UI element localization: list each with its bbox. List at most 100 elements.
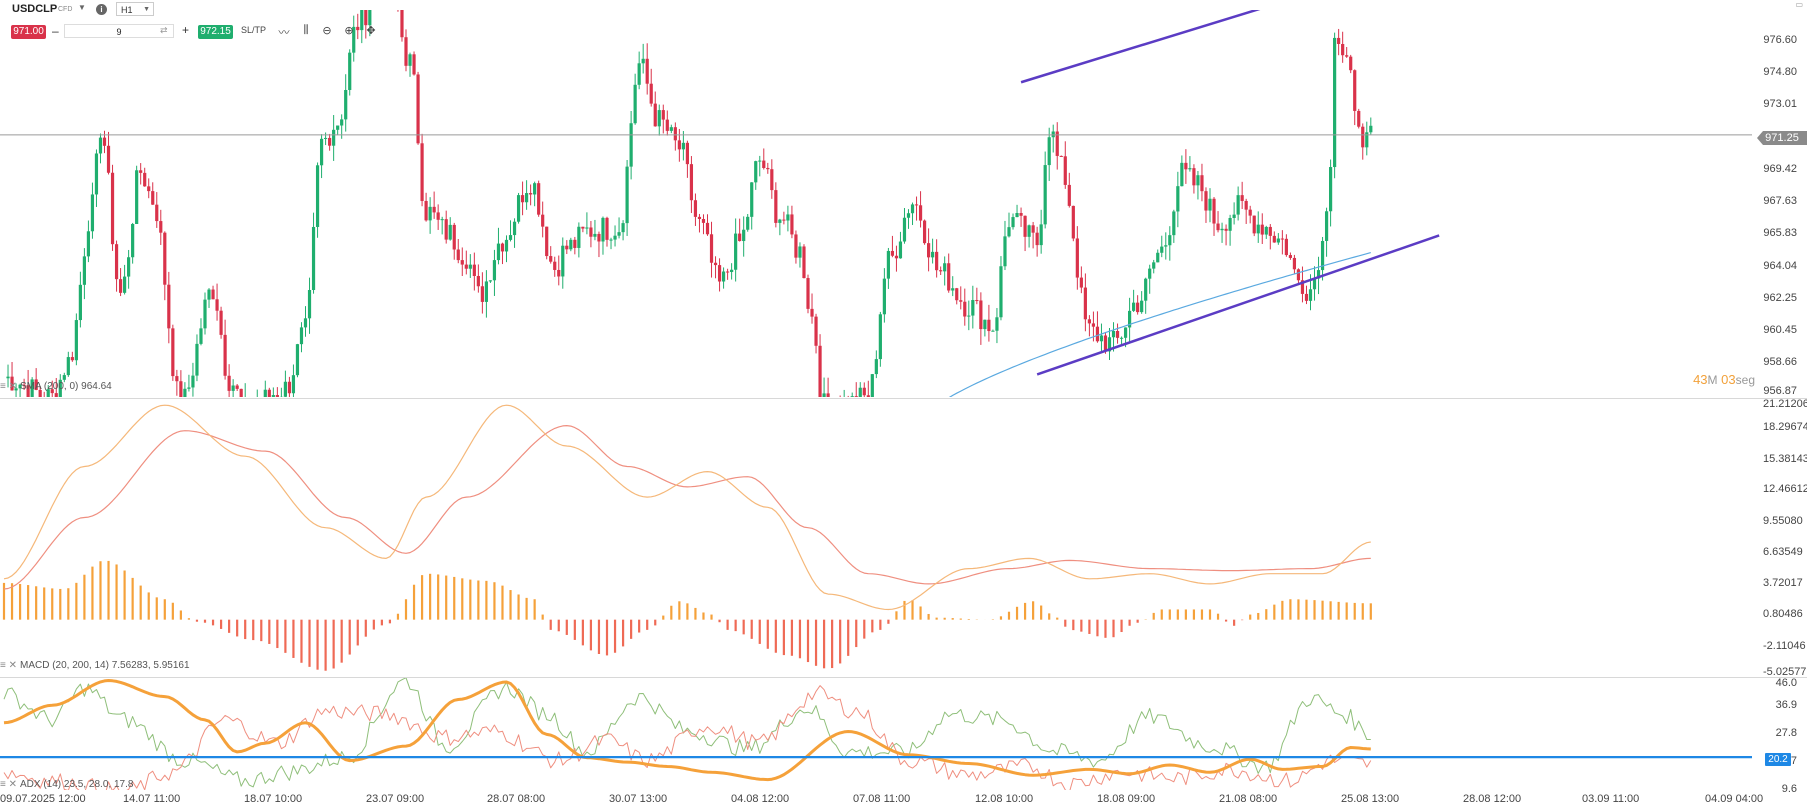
candle	[1264, 226, 1268, 235]
countdown-seconds-unit: seg	[1735, 373, 1755, 387]
candle	[496, 243, 501, 261]
candle	[605, 217, 609, 240]
candle	[135, 170, 139, 225]
pane-maximize-icon[interactable]: ▭	[1795, 0, 1803, 9]
candle	[256, 406, 259, 410]
adx-tick: 36.9	[1775, 699, 1797, 711]
sma-legend[interactable]: ≡ ✕ SMA (200, 0) 964.64	[0, 381, 112, 392]
candle	[248, 397, 251, 414]
zoom-out-icon[interactable]: ⊖	[322, 25, 332, 37]
info-icon[interactable]: i	[96, 4, 107, 15]
candle	[814, 316, 818, 346]
current-price-badge: 971.25	[1757, 131, 1807, 145]
pane-separator-top[interactable]	[0, 398, 1807, 399]
candle	[1345, 55, 1349, 57]
candle	[460, 260, 464, 265]
indicator-menu-icon[interactable]: ≡ ✕	[0, 381, 17, 392]
sell-button[interactable]: 971.00	[11, 25, 46, 39]
candle	[472, 264, 476, 276]
adx-legend[interactable]: ≡ ✕ ADX (14) 23.5, 28.0, 17.8	[0, 779, 133, 790]
candle	[344, 89, 348, 120]
sltp-button[interactable]: SL/TP	[241, 25, 267, 35]
macd-tick: 6.63549	[1763, 546, 1803, 558]
candle	[1276, 238, 1280, 243]
symbol-name[interactable]: USDCLP	[12, 3, 58, 15]
candle	[123, 276, 127, 293]
swap-icon[interactable]: ⇄	[160, 25, 168, 35]
candle	[987, 319, 991, 332]
pane-separator-bottom[interactable]	[0, 677, 1807, 678]
quantity-increase-button[interactable]: +	[182, 23, 190, 37]
candle	[835, 410, 838, 420]
candle	[1172, 211, 1176, 236]
adx-legend-text: ADX (14) 23.5, 28.0, 17.8	[20, 779, 134, 790]
di-minus-line	[3, 685, 1372, 790]
quantity-input[interactable]: 9	[64, 24, 174, 38]
symbol-dropdown-icon[interactable]: ▼	[78, 3, 86, 12]
candle	[553, 261, 557, 270]
price-tick: 964.04	[1763, 260, 1797, 272]
candle	[1148, 268, 1152, 279]
candle	[428, 206, 432, 221]
candle	[291, 375, 296, 394]
candle	[303, 318, 308, 328]
macd-legend[interactable]: ≡ ✕ MACD (20, 200, 14) 7.56283, 5.95161	[0, 660, 190, 671]
candle	[1031, 225, 1035, 233]
candle	[1248, 209, 1252, 216]
candle	[1019, 213, 1023, 216]
indicator-menu-icon[interactable]: ≡ ✕	[0, 779, 17, 790]
candle	[38, 389, 42, 397]
candle	[62, 375, 66, 380]
candle	[360, 10, 364, 31]
candle	[54, 393, 58, 397]
candle	[1136, 302, 1140, 313]
symbol-type: CFD	[58, 6, 73, 13]
candle	[533, 183, 537, 195]
candle	[14, 388, 18, 391]
macd-tick: -5.02577	[1763, 666, 1807, 678]
adx-tick: 27.8	[1775, 727, 1797, 739]
candle	[283, 381, 287, 397]
candle	[1365, 132, 1369, 148]
candle	[701, 219, 706, 223]
countdown-minutes: 43	[1693, 372, 1708, 387]
date-tick: 04.09 04:00	[1705, 793, 1764, 805]
candle	[665, 119, 669, 131]
candle	[82, 256, 86, 285]
candle	[348, 52, 352, 90]
candle	[412, 54, 416, 75]
candle	[106, 145, 111, 173]
buy-button[interactable]: 972.15	[198, 25, 233, 39]
candle	[613, 235, 617, 240]
candle	[681, 142, 685, 150]
macd-line	[3, 404, 1371, 611]
candle	[98, 137, 103, 154]
candle	[939, 270, 943, 272]
candle	[488, 280, 493, 282]
candle	[163, 232, 167, 285]
candle	[766, 167, 770, 170]
candle	[826, 393, 830, 397]
timeframe-select[interactable]: H1 ▼	[116, 2, 154, 16]
indicator-menu-icon[interactable]: ≡ ✕	[0, 660, 17, 671]
candle	[589, 227, 593, 237]
crosshair-icon[interactable]: ✥	[366, 25, 376, 37]
candle	[110, 172, 115, 245]
candles-icon[interactable]: ⫼	[303, 24, 309, 36]
quantity-decrease-button[interactable]: –	[52, 24, 59, 38]
candle	[267, 389, 271, 397]
candle	[34, 379, 38, 390]
candle	[573, 239, 577, 248]
sma-legend-text: SMA (200, 0) 964.64	[20, 381, 112, 392]
candle	[1268, 226, 1272, 236]
candle-countdown: 43M 03seg	[1693, 372, 1755, 387]
candle	[963, 301, 967, 317]
candle	[850, 396, 854, 397]
date-tick: 03.09 11:00	[1582, 793, 1640, 805]
candle	[882, 278, 886, 315]
candle	[1240, 195, 1244, 201]
zoom-in-icon[interactable]: ⊕	[344, 25, 354, 37]
line-chart-icon[interactable]: 〰	[278, 27, 290, 39]
